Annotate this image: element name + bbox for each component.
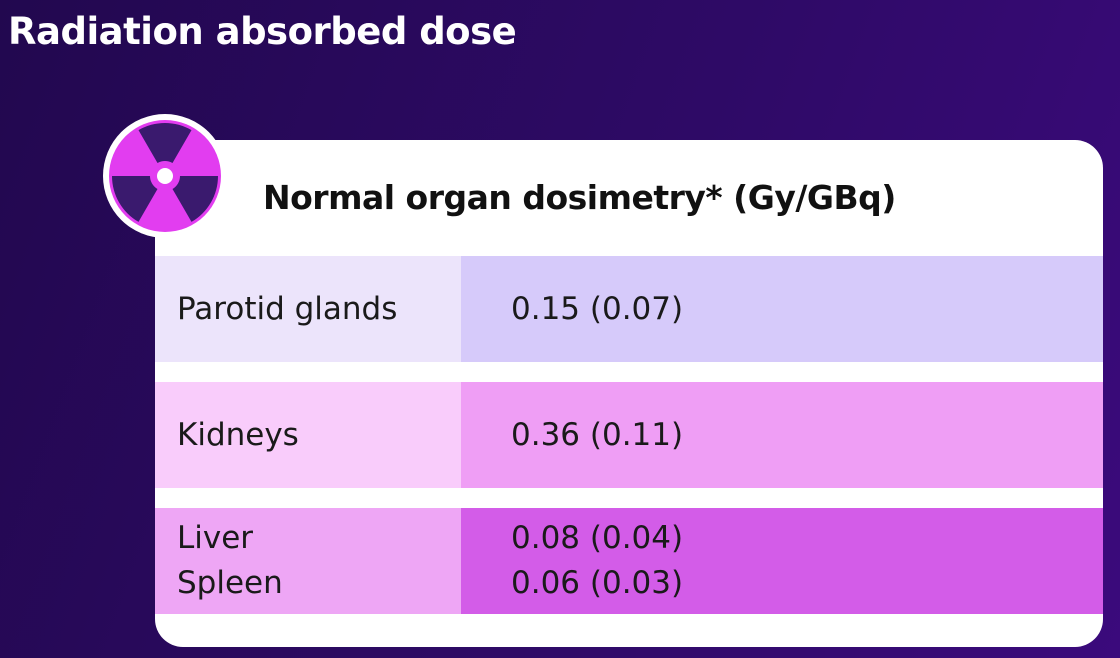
organ-name: Spleen	[177, 565, 283, 601]
dose-value: 0.06 (0.03)	[511, 565, 684, 601]
table-row: Parotid glands 0.15 (0.07)	[155, 256, 1103, 362]
organ-cell: Liver Spleen	[155, 508, 461, 614]
value-cell: 0.36 (0.11)	[461, 382, 1103, 488]
organ-name: Liver	[177, 520, 254, 556]
organ-name: Parotid glands	[177, 290, 398, 327]
dose-value: 0.15 (0.07)	[511, 290, 684, 327]
organ-name: Kidneys	[177, 416, 299, 453]
page-title: Radiation absorbed dose	[8, 10, 517, 53]
table-row: Liver Spleen 0.08 (0.04) 0.06 (0.03)	[155, 508, 1103, 614]
value-cell: 0.15 (0.07)	[461, 256, 1103, 362]
radiation-icon	[103, 114, 227, 238]
organ-cell: Kidneys	[155, 382, 461, 488]
card-heading: Normal organ dosimetry* (Gy/GBq)	[263, 178, 896, 217]
dose-value: 0.08 (0.04)	[511, 520, 684, 556]
value-cell: 0.08 (0.04) 0.06 (0.03)	[461, 508, 1103, 614]
dose-value: 0.36 (0.11)	[511, 416, 684, 453]
organ-cell: Parotid glands	[155, 256, 461, 362]
table-row: Kidneys 0.36 (0.11)	[155, 382, 1103, 488]
